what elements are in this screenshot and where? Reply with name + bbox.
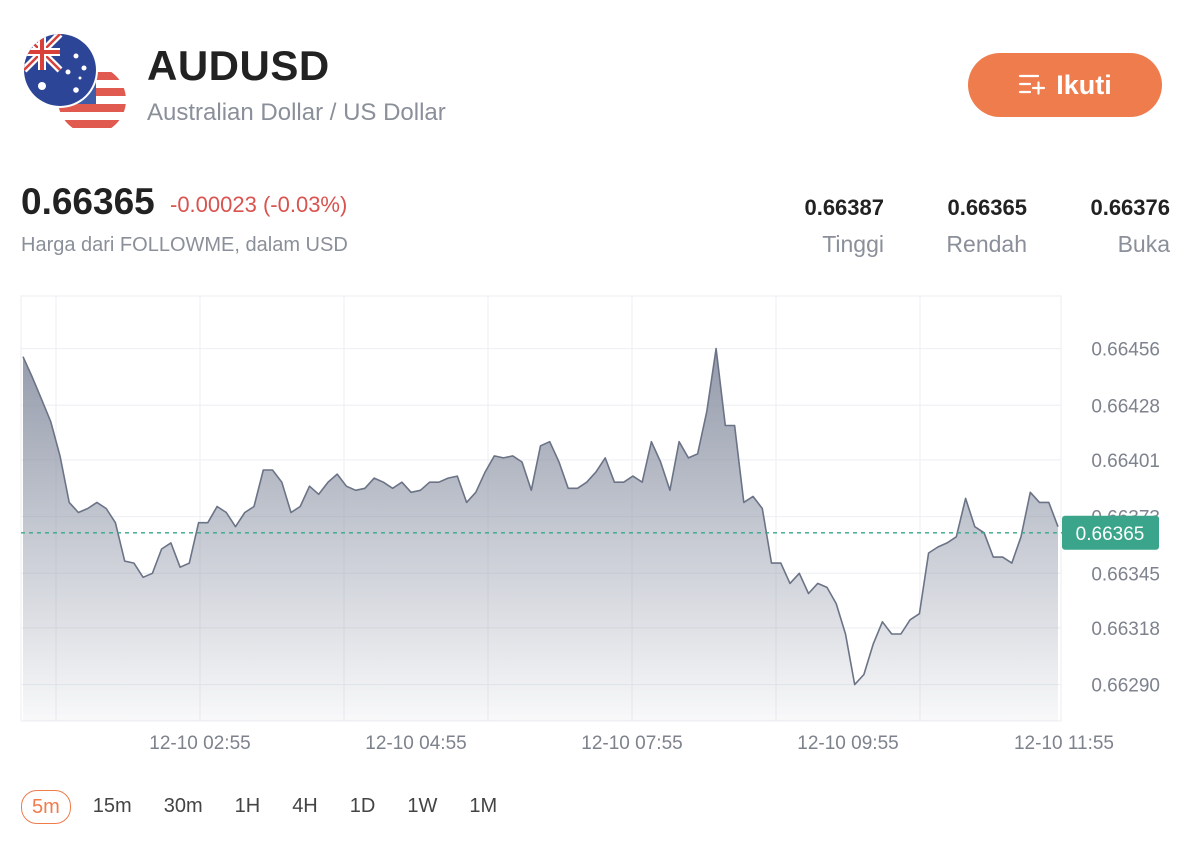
x-tick-label: 12-10 11:55	[1014, 733, 1114, 754]
x-tick-label: 12-10 04:55	[365, 733, 466, 754]
x-tick-label: 12-10 09:55	[797, 733, 898, 754]
y-tick-label: 0.66318	[1091, 619, 1160, 640]
series-area	[23, 348, 1058, 721]
symbol-title: AUDUSD	[147, 42, 330, 89]
list-add-icon	[1019, 74, 1046, 95]
timeframe-selector: 5m 15m 30m 1H 4H 1D 1W 1M	[21, 790, 519, 824]
timeframe-1w[interactable]: 1W	[407, 795, 438, 817]
timeframe-1d[interactable]: 1D	[349, 795, 376, 817]
y-tick-label: 0.66401	[1091, 451, 1160, 472]
series-line	[22, 347, 1059, 686]
current-price-tag	[1062, 515, 1159, 550]
stat-low-label: Rendah	[946, 231, 1027, 257]
current-price: 0.66365	[21, 181, 155, 222]
follow-button[interactable]: Ikuti	[968, 53, 1162, 117]
timeframe-30m[interactable]: 30m	[163, 795, 203, 817]
x-tick-label: 12-10 07:55	[581, 733, 682, 754]
price-source: Harga dari FOLLOWME, dalam USD	[21, 234, 348, 256]
timeframe-1h[interactable]: 1H	[234, 795, 261, 817]
timeframe-5m[interactable]: 5m	[21, 790, 71, 824]
stat-low-value: 0.66365	[947, 195, 1027, 220]
y-tick-label: 0.66345	[1091, 564, 1160, 585]
price-chart[interactable]: 0.664560.664280.664010.663730.663450.663…	[0, 290, 1198, 760]
x-tick-label: 12-10 02:55	[149, 733, 250, 754]
stat-open-value: 0.66376	[1090, 195, 1170, 220]
stat-open-label: Buka	[1117, 231, 1170, 257]
currency-flags-icon	[24, 34, 126, 134]
price-change: -0.00023 (-0.03%)	[170, 192, 348, 217]
timeframe-4h[interactable]: 4H	[292, 795, 318, 817]
stat-high-value: 0.66387	[804, 195, 884, 220]
y-tick-label: 0.66456	[1091, 340, 1160, 361]
timeframe-1m[interactable]: 1M	[469, 795, 498, 817]
timeframe-15m[interactable]: 15m	[92, 795, 132, 817]
y-tick-label: 0.66428	[1091, 396, 1160, 417]
follow-button-label: Ikuti	[1056, 69, 1112, 100]
stat-high-label: Tinggi	[822, 231, 884, 257]
current-price-tag-label: 0.66365	[1076, 524, 1145, 545]
y-tick-label: 0.66290	[1091, 676, 1160, 697]
symbol-subtitle: Australian Dollar / US Dollar	[147, 99, 446, 126]
